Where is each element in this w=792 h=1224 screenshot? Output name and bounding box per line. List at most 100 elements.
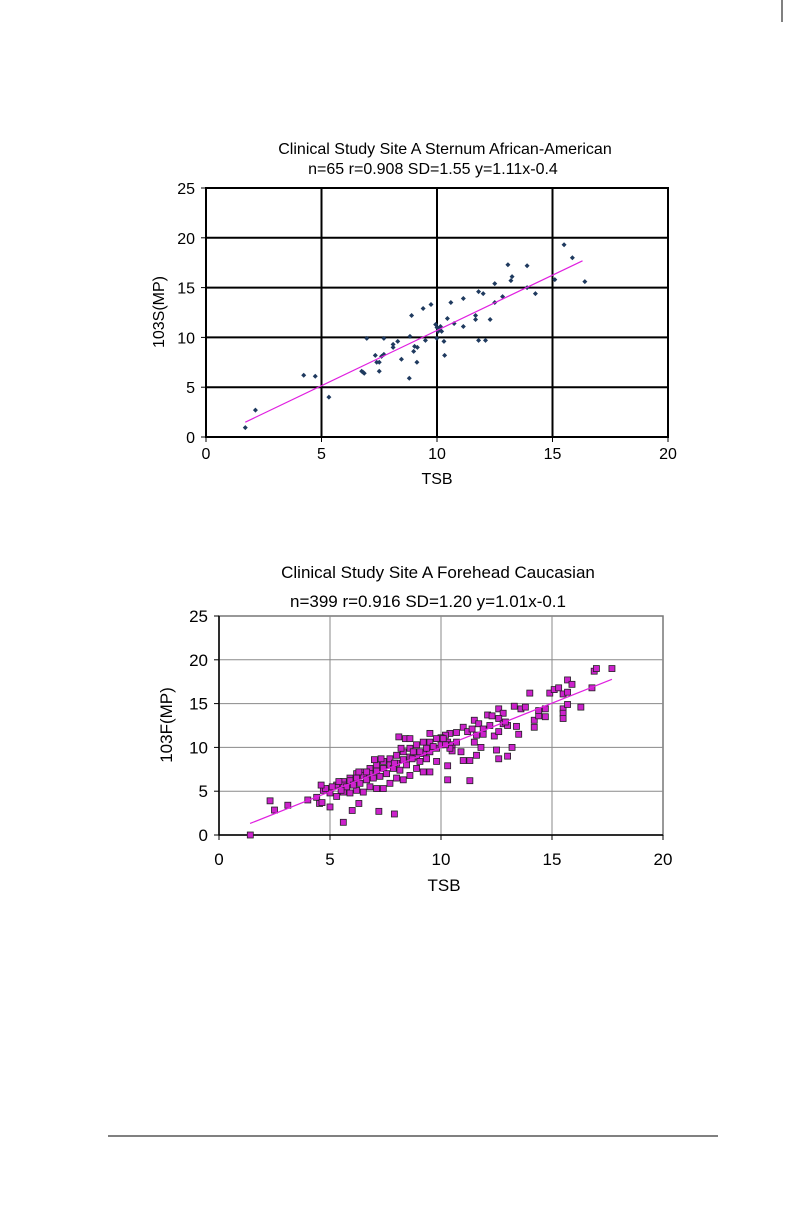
data-point bbox=[326, 394, 332, 400]
chart-forehead-caucasian: Clinical Study Site A Forehead Caucasian… bbox=[157, 563, 672, 895]
data-point bbox=[515, 730, 523, 738]
y-tick-label: 25 bbox=[189, 607, 208, 626]
data-point bbox=[473, 316, 479, 322]
data-point bbox=[473, 312, 479, 318]
data-point bbox=[386, 779, 394, 787]
data-point bbox=[555, 684, 563, 692]
data-point bbox=[419, 768, 427, 776]
data-point bbox=[530, 723, 538, 731]
data-point bbox=[433, 735, 440, 743]
data-point bbox=[480, 291, 486, 297]
data-point bbox=[395, 733, 403, 741]
data-point bbox=[328, 783, 336, 791]
data-point bbox=[414, 344, 420, 350]
data-point bbox=[356, 779, 364, 787]
data-point bbox=[355, 800, 363, 807]
data-point bbox=[593, 665, 600, 672]
data-point bbox=[495, 755, 503, 763]
data-point bbox=[379, 785, 387, 792]
data-point bbox=[335, 778, 343, 785]
data-point bbox=[541, 713, 549, 721]
data-point bbox=[252, 407, 258, 413]
data-point bbox=[370, 756, 378, 764]
data-point bbox=[439, 735, 447, 743]
data-point bbox=[476, 337, 482, 343]
y-tick-label: 0 bbox=[186, 430, 195, 447]
data-point bbox=[393, 774, 401, 782]
data-point bbox=[409, 748, 417, 756]
data-point bbox=[546, 689, 554, 697]
data-point bbox=[495, 705, 503, 713]
data-point bbox=[559, 715, 567, 722]
data-point bbox=[423, 755, 430, 763]
x-tick-label: 5 bbox=[317, 446, 326, 463]
data-point bbox=[532, 291, 538, 297]
data-point bbox=[433, 758, 440, 765]
data-point bbox=[487, 316, 493, 322]
data-point bbox=[339, 818, 347, 826]
data-point bbox=[348, 807, 356, 814]
data-point bbox=[608, 665, 616, 672]
data-point bbox=[364, 335, 370, 341]
data-point bbox=[499, 709, 507, 717]
data-point bbox=[552, 277, 558, 283]
data-point bbox=[363, 768, 371, 776]
y-tick-label: 15 bbox=[189, 695, 208, 714]
x-tick-label: 0 bbox=[214, 850, 223, 869]
data-point bbox=[398, 356, 404, 362]
data-point bbox=[312, 373, 318, 379]
data-point bbox=[374, 359, 380, 365]
data-point bbox=[470, 738, 478, 746]
data-point bbox=[444, 776, 452, 784]
data-point bbox=[375, 807, 383, 815]
data-point bbox=[271, 806, 278, 814]
data-point bbox=[564, 701, 571, 708]
data-point bbox=[422, 337, 428, 343]
data-point bbox=[390, 810, 398, 818]
data-point bbox=[457, 748, 465, 756]
chart-sternum-african-american: Clinical Study Site A Sternum African-Am… bbox=[151, 141, 677, 488]
data-point bbox=[561, 242, 567, 248]
data-point bbox=[266, 797, 274, 805]
data-point bbox=[490, 732, 498, 740]
data-point bbox=[416, 758, 424, 765]
data-point bbox=[475, 720, 483, 728]
data-point bbox=[473, 731, 480, 739]
data-point bbox=[526, 689, 534, 697]
data-point bbox=[466, 757, 474, 764]
data-point bbox=[426, 729, 434, 737]
data-point bbox=[376, 359, 382, 365]
data-point bbox=[492, 281, 498, 287]
data-point bbox=[406, 735, 414, 743]
data-point bbox=[434, 335, 440, 341]
data-point bbox=[495, 728, 503, 736]
data-point bbox=[381, 335, 387, 341]
data-point bbox=[407, 333, 413, 339]
data-point bbox=[416, 748, 424, 756]
data-point bbox=[393, 751, 401, 759]
x-tick-label: 20 bbox=[659, 446, 677, 463]
x-axis-label: TSB bbox=[421, 471, 452, 488]
data-point bbox=[395, 338, 401, 344]
data-point bbox=[390, 344, 396, 350]
data-point bbox=[369, 774, 377, 782]
data-point bbox=[466, 777, 474, 785]
data-point bbox=[326, 803, 334, 811]
data-point bbox=[582, 279, 588, 285]
data-point bbox=[483, 337, 489, 343]
data-point bbox=[535, 707, 543, 715]
data-point bbox=[366, 783, 374, 791]
x-tick-label: 0 bbox=[202, 446, 211, 463]
data-point bbox=[508, 278, 514, 284]
data-point bbox=[444, 315, 450, 321]
data-point bbox=[318, 799, 326, 806]
data-point bbox=[397, 744, 405, 752]
y-tick-label: 20 bbox=[189, 651, 208, 670]
data-point bbox=[476, 289, 482, 295]
data-point bbox=[446, 744, 454, 752]
y-tick-label: 5 bbox=[199, 782, 208, 801]
x-tick-label: 15 bbox=[543, 850, 562, 869]
y-tick-label: 10 bbox=[177, 330, 195, 347]
chart-title: Clinical Study Site A Sternum African-Am… bbox=[278, 141, 611, 158]
